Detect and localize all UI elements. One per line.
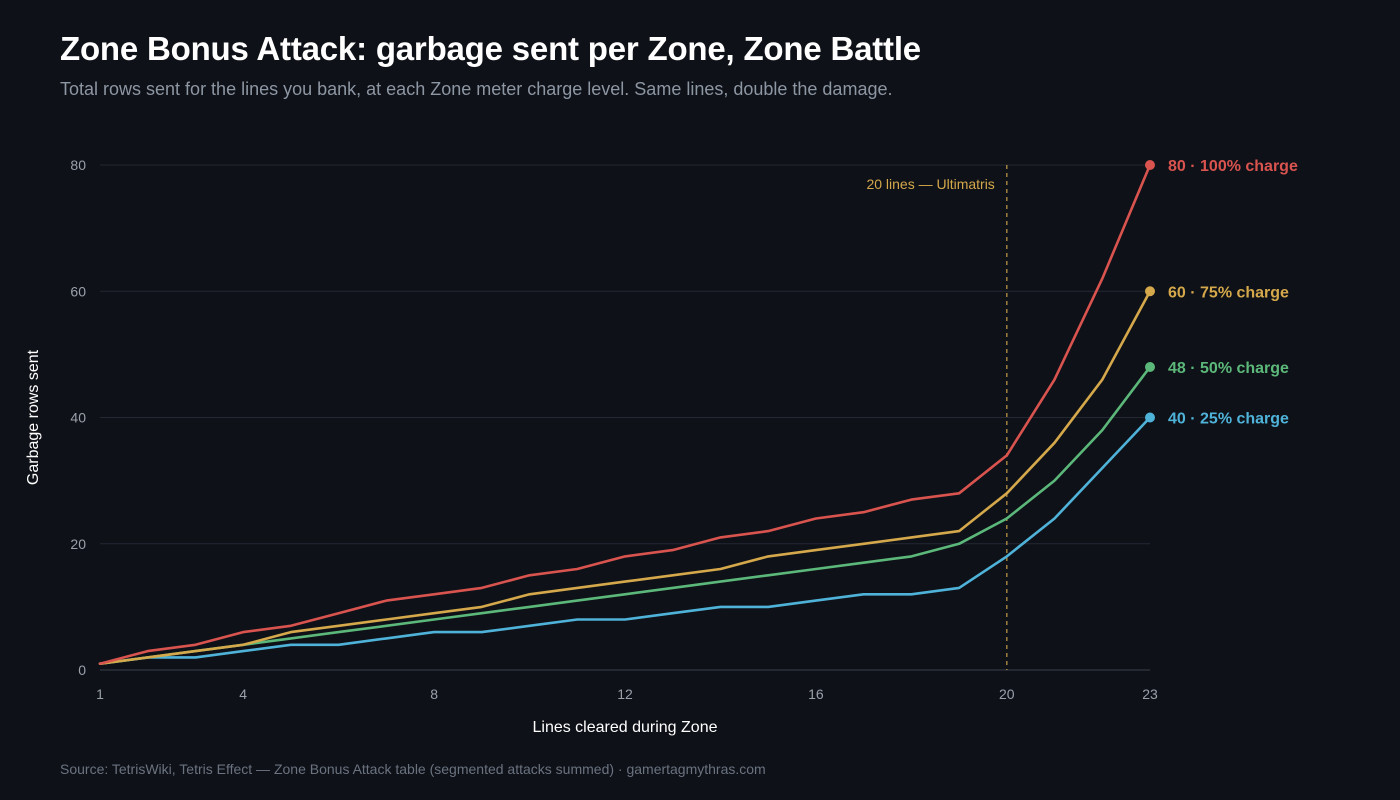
- x-tick-label: 20: [999, 686, 1015, 702]
- series-line: [98, 365, 1152, 666]
- chart-title: Zone Bonus Attack: garbage sent per Zone…: [60, 30, 921, 67]
- series-layer: 40 · 25% charge 48 · 50% charge 60 · 75% c…: [98, 158, 1298, 666]
- annotation-layer: 20 lines — Ultimatris: [866, 165, 1008, 670]
- series-end-label: 80 · 100% charge: [1168, 158, 1298, 175]
- ultimatris-annotation: 20 lines — Ultimatris: [866, 176, 994, 192]
- x-tick-label: 4: [239, 686, 247, 702]
- x-tick-label: 1: [96, 686, 104, 702]
- series-end-label: 40 · 25% charge: [1168, 411, 1289, 428]
- y-axis-title: Garbage rows sent: [25, 349, 42, 485]
- x-axis-ticks: 1 4 8 12 16 20 23: [96, 686, 1158, 702]
- y-tick-label: 20: [70, 536, 86, 552]
- series-line: [98, 289, 1152, 666]
- series-endpoint: [1145, 286, 1155, 297]
- chart-subtitle: Total rows sent for the lines you bank, …: [60, 79, 893, 99]
- x-tick-label: 16: [808, 686, 824, 702]
- series-endpoint: [1145, 160, 1155, 170]
- source-note: Source: TetrisWiki, Tetris Effect — Zone…: [60, 761, 766, 777]
- y-tick-label: 0: [78, 662, 86, 678]
- y-tick-label: 60: [70, 283, 86, 299]
- y-tick-label: 80: [70, 157, 86, 173]
- series-line: [98, 163, 1152, 666]
- series-endpoint: [1145, 412, 1155, 423]
- series-endpoint: [1145, 362, 1155, 372]
- gridlines: [100, 164, 1150, 671]
- y-axis-ticks: 0 20 40 60 80: [70, 157, 86, 678]
- x-axis-title: Lines cleared during Zone: [532, 719, 717, 736]
- x-tick-label: 8: [430, 686, 438, 702]
- series-end-label: 60 · 75% charge: [1168, 284, 1289, 301]
- series-end-label: 48 · 50% charge: [1168, 360, 1289, 377]
- x-tick-label: 23: [1142, 686, 1158, 702]
- y-tick-label: 40: [70, 410, 86, 426]
- x-tick-label: 12: [617, 686, 633, 702]
- series-line: [98, 416, 1152, 666]
